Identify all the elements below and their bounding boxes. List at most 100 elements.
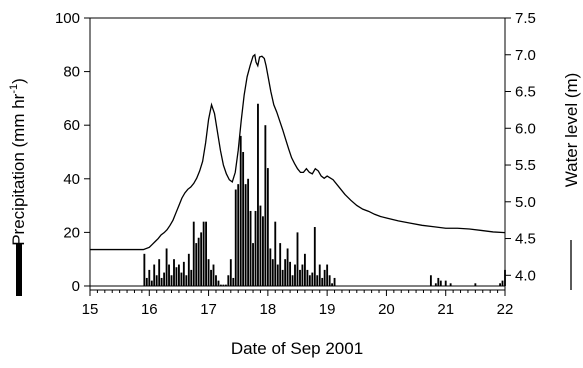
precipitation-bar: [234, 189, 237, 286]
precipitation-bar: [165, 248, 168, 286]
precipitation-bar: [224, 284, 227, 286]
precipitation-bar: [504, 269, 506, 286]
precipitation-bar: [210, 269, 212, 286]
precipitation-bar: [145, 277, 148, 286]
precipitation-bar: [434, 283, 437, 286]
precipitation-bar: [254, 210, 257, 286]
left-y-tick-label: 80: [63, 64, 80, 81]
precipitation-bar: [247, 178, 250, 286]
precipitation-bar: [271, 259, 274, 286]
x-tick-label: 18: [260, 301, 277, 318]
x-axis-ticks: 15 16 17 18 19 20 21 22: [82, 290, 514, 318]
right-y-tick-label: 7.5: [515, 10, 536, 27]
precipitation-bar: [284, 259, 287, 286]
left-y-tick-label: 100: [55, 10, 80, 27]
precipitation-bar: [269, 248, 272, 286]
precipitation-bar: [232, 277, 235, 286]
x-tick-label: 22: [497, 301, 514, 318]
x-tick-label: 19: [319, 301, 336, 318]
precipitation-bar: [242, 151, 245, 286]
precipitation-bar: [217, 280, 220, 286]
precipitation-bar: [195, 243, 198, 286]
precipitation-bar: [197, 237, 200, 286]
precipitation-bar: [281, 269, 284, 286]
precipitation-bar: [168, 264, 170, 286]
precipitation-bar: [333, 277, 336, 286]
precipitation-bar: [190, 269, 193, 286]
x-tick-label: 17: [200, 301, 217, 318]
right-y-tick-label: 4.0: [515, 267, 536, 284]
left-y-axis-title-sup: -1: [8, 84, 20, 94]
precipitation-bar: [215, 275, 217, 286]
left-y-tick-label: 0: [72, 278, 80, 295]
precipitation-bar: [237, 184, 240, 286]
precipitation-bar: [249, 210, 252, 286]
precipitation-bar: [286, 248, 289, 286]
precipitation-bar: [182, 261, 185, 286]
precipitation-bar: [316, 275, 319, 286]
precipitation-bar: [212, 264, 215, 286]
right-y-axis-title-group: Water level (m): [562, 73, 581, 188]
right-y-tick-label: 5.0: [515, 194, 536, 211]
precipitation-bar: [239, 135, 242, 286]
right-y-axis-title: Water level (m): [562, 73, 581, 188]
precipitation-bar: [264, 125, 267, 286]
precipitation-bar: [187, 253, 190, 286]
precipitation-bar: [227, 275, 230, 286]
precipitation-bar: [158, 259, 161, 286]
precipitation-bar: [444, 280, 447, 286]
precipitation-bar: [178, 264, 180, 286]
precipitation-bar: [262, 216, 264, 286]
x-tick-label: 20: [378, 301, 395, 318]
precipitation-bar: [437, 277, 440, 286]
precipitation-bar: [323, 269, 326, 286]
precipitation-bar: [294, 264, 296, 286]
precipitation-bar: [276, 264, 279, 286]
precipitation-bar: [429, 275, 432, 286]
precipitation-bar: [501, 280, 504, 286]
precipitation-bar: [155, 275, 158, 286]
left-y-axis-title-main: Precipitation (mm hr: [9, 93, 28, 245]
right-y-tick-label: 5.5: [515, 157, 536, 174]
precipitation-bar: [313, 227, 316, 286]
precipitation-bar: [439, 280, 442, 286]
precipitation-bar: [219, 284, 222, 286]
precipitation-bar: [311, 272, 314, 286]
precipitation-bar: [173, 259, 175, 286]
right-y-tick-label: 7.0: [515, 47, 536, 64]
precipitation-bar: [296, 232, 299, 286]
precipitation-bar: [331, 283, 333, 286]
precipitation-bar: [200, 232, 203, 286]
right-y-tick-label: 6.0: [515, 120, 536, 137]
precipitation-bar: [244, 184, 247, 286]
precipitation-bar: [192, 221, 195, 286]
right-y-tick-label: 4.5: [515, 231, 536, 248]
right-y-tick-label: 6.5: [515, 84, 536, 101]
precipitation-bar: [163, 272, 166, 286]
left-y-axis-title: Precipitation (mm hr-1): [8, 78, 28, 246]
precipitation-bar: [299, 269, 301, 286]
x-axis-title: Date of Sep 2001: [231, 339, 363, 358]
left-y-axis-ticks: 0 20 40 60 80 100: [55, 10, 90, 295]
left-y-tick-label: 40: [63, 171, 80, 188]
precipitation-bars: [143, 103, 506, 286]
precipitation-bar: [303, 253, 306, 286]
precipitation-bar: [257, 103, 259, 286]
precipitation-bar: [148, 269, 151, 286]
precipitation-bar: [175, 267, 178, 286]
precipitation-bar: [160, 277, 163, 286]
precipitation-bar: [474, 283, 477, 286]
right-y-axis-ticks: 4.0 4.5 5.0 5.5 6.0 6.5 7.0 7.5: [505, 10, 536, 284]
precipitation-bar: [185, 275, 188, 286]
precipitation-bar: [289, 261, 292, 286]
left-legend-bar-swatch: [16, 244, 22, 296]
precipitation-bar: [170, 275, 173, 286]
precipitation-bar: [150, 280, 153, 286]
precipitation-bar: [449, 283, 452, 286]
precipitation-bar: [229, 259, 232, 286]
precipitation-bar: [291, 275, 294, 286]
precipitation-bar: [301, 264, 304, 286]
precipitation-bar: [266, 168, 269, 286]
water-level-line: [90, 53, 506, 251]
